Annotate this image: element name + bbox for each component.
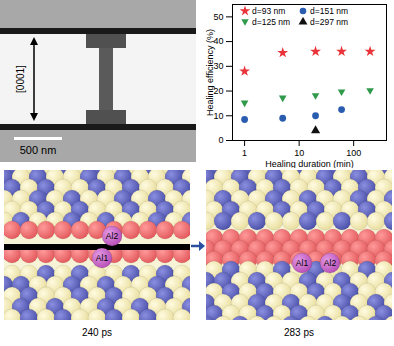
svg-text:40: 40: [213, 36, 223, 46]
svg-text:283 ps: 283 ps: [284, 327, 314, 338]
svg-text:30: 30: [213, 61, 223, 71]
svg-text:1: 1: [242, 148, 247, 158]
svg-text:Healing efficiency (%): Healing efficiency (%): [205, 29, 215, 116]
svg-text:Al1: Al1: [96, 253, 109, 263]
html-text:d=151 nm: d=151 nm: [310, 6, 349, 16]
html-text:d=93 nm: d=93 nm: [252, 6, 286, 16]
svg-text:500 nm: 500 nm: [20, 144, 57, 156]
html-text:d=125 nm: d=125 nm: [252, 17, 290, 27]
svg-text:240 ps: 240 ps: [82, 327, 112, 338]
svg-text:0: 0: [218, 135, 223, 145]
svg-text:10: 10: [294, 148, 304, 158]
svg-text:50: 50: [213, 12, 223, 22]
svg-text:Al2: Al2: [324, 258, 337, 268]
svg-text:100: 100: [346, 148, 361, 158]
svg-text:20: 20: [213, 86, 223, 96]
html-text:d=297 nm: d=297 nm: [310, 17, 349, 27]
svg-text:Al1: Al1: [296, 258, 309, 268]
svg-text:Healing duration (min): Healing duration (min): [265, 159, 354, 169]
svg-text:Al2: Al2: [106, 231, 119, 241]
svg-text:[0001]: [0001]: [15, 65, 26, 93]
svg-text:10: 10: [213, 111, 223, 121]
